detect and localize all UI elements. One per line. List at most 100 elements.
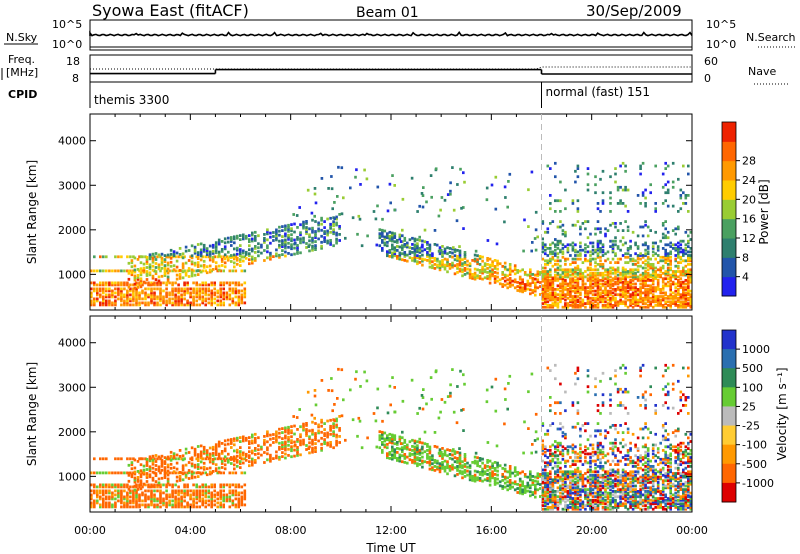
heatmap-cell <box>172 252 176 256</box>
heatmap-cell <box>172 250 176 254</box>
heatmap-cell <box>579 270 582 273</box>
heatmap-cell <box>388 436 392 440</box>
heatmap-cell <box>626 229 630 232</box>
heatmap-cell <box>296 428 299 431</box>
heatmap-cell <box>157 281 161 285</box>
heatmap-cell <box>544 300 547 304</box>
heatmap-cell <box>305 448 308 451</box>
heatmap-cell <box>556 239 560 243</box>
heatmap-cell <box>217 250 221 254</box>
heatmap-cell <box>126 297 129 301</box>
heatmap-cell <box>616 286 620 289</box>
heatmap-cell <box>549 288 552 291</box>
heatmap-cell <box>189 295 192 299</box>
heatmap-cell <box>486 257 489 260</box>
heatmap-cell <box>239 234 242 237</box>
heatmap-cell <box>483 464 487 468</box>
heatmap-cell <box>120 281 123 285</box>
heatmap-cell <box>126 301 129 305</box>
heatmap-cell <box>408 440 412 444</box>
heatmap-cell <box>199 456 203 460</box>
heatmap-cell <box>174 483 177 487</box>
nsky-trace-line <box>89 30 693 37</box>
heatmap-cell <box>205 251 209 254</box>
heatmap-cell <box>523 485 527 488</box>
heatmap-cell <box>481 255 484 259</box>
heatmap-cell <box>426 453 429 456</box>
heatmap-cell <box>228 293 232 297</box>
heatmap-cell <box>391 453 394 457</box>
heatmap-cell <box>313 192 317 196</box>
heatmap-cell <box>604 288 607 291</box>
heatmap-cell <box>438 454 442 458</box>
heatmap-cell <box>222 503 225 507</box>
heatmap-cell <box>320 442 323 446</box>
heatmap-cell <box>644 254 647 257</box>
heatmap-cell <box>687 268 690 272</box>
heatmap-cell <box>186 281 189 285</box>
heatmap-cell <box>236 262 239 266</box>
heatmap-cell <box>526 481 530 485</box>
heatmap-cell <box>589 250 592 254</box>
heatmap-cell <box>204 493 207 497</box>
heatmap-cell <box>177 287 180 291</box>
heatmap-cell <box>437 214 441 218</box>
heatmap-cell <box>278 455 281 459</box>
heatmap-cell <box>96 299 99 303</box>
heatmap-cell <box>687 250 690 254</box>
heatmap-cell <box>526 489 530 493</box>
heatmap-cell <box>171 293 174 297</box>
heatmap-cell <box>311 244 314 248</box>
heatmap-cell <box>448 469 452 472</box>
heatmap-cell <box>579 277 582 281</box>
heatmap-cell <box>284 428 287 432</box>
heatmap-cell <box>332 220 335 224</box>
heatmap-cell <box>123 483 126 487</box>
heatmap-cell <box>679 273 683 277</box>
heatmap-cell <box>335 425 338 429</box>
heatmap-cell <box>506 278 509 282</box>
heatmap-cell <box>162 281 165 285</box>
heatmap-cell <box>609 175 612 179</box>
heatmap-cell <box>117 291 120 295</box>
heatmap-cell <box>569 243 572 247</box>
heatmap-cell <box>677 261 680 264</box>
heatmap-cell <box>93 287 96 291</box>
heatmap-cell <box>90 503 93 507</box>
heatmap-cell <box>677 284 680 288</box>
heatmap-cell <box>687 210 690 213</box>
heatmap-cell <box>145 472 149 475</box>
heatmap-cell <box>682 296 685 300</box>
heatmap-cell <box>151 264 155 268</box>
heatmap-cell <box>114 301 117 305</box>
heatmap-cell <box>564 273 567 277</box>
heatmap-cell <box>631 277 635 281</box>
heatmap-cell <box>631 275 635 279</box>
heatmap-cell <box>556 468 560 472</box>
heatmap-cell <box>503 485 507 489</box>
heatmap-cell <box>150 287 153 291</box>
heatmap-cell <box>102 269 105 273</box>
heatmap-cell <box>546 305 550 309</box>
heatmap-cell <box>431 454 434 458</box>
heatmap-cell <box>93 501 96 505</box>
heatmap-cell <box>506 488 509 492</box>
heatmap-cell <box>310 211 314 215</box>
heatmap-cell <box>183 297 186 301</box>
heatmap-cell <box>411 438 414 442</box>
heatmap-cell <box>631 268 635 272</box>
heatmap-cell <box>687 263 690 266</box>
heatmap-cell <box>674 227 677 231</box>
heatmap-cell <box>459 167 462 171</box>
heatmap-cell <box>166 479 170 483</box>
heatmap-cell <box>549 252 552 256</box>
heatmap-cell <box>314 448 317 451</box>
heatmap-cell <box>556 243 560 247</box>
heatmap-cell <box>305 220 308 223</box>
heatmap-cell <box>210 493 213 497</box>
heatmap-cell <box>296 452 299 455</box>
heatmap-cell <box>422 388 425 391</box>
heatmap-cell <box>388 255 392 258</box>
heatmap-cell <box>488 465 492 469</box>
heatmap-cell <box>175 453 179 457</box>
